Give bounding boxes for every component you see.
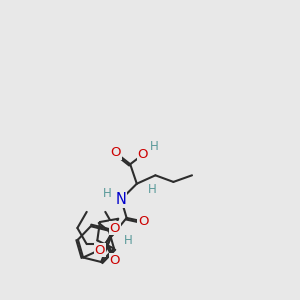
- Text: H: H: [124, 234, 133, 247]
- Text: O: O: [138, 148, 148, 161]
- Text: H: H: [148, 183, 157, 196]
- Text: H: H: [102, 188, 111, 200]
- Text: O: O: [110, 254, 120, 267]
- Text: O: O: [138, 215, 148, 228]
- Text: H: H: [150, 140, 159, 153]
- Text: N: N: [116, 192, 127, 207]
- Text: O: O: [94, 244, 105, 256]
- Text: O: O: [110, 221, 120, 235]
- Text: O: O: [111, 146, 121, 159]
